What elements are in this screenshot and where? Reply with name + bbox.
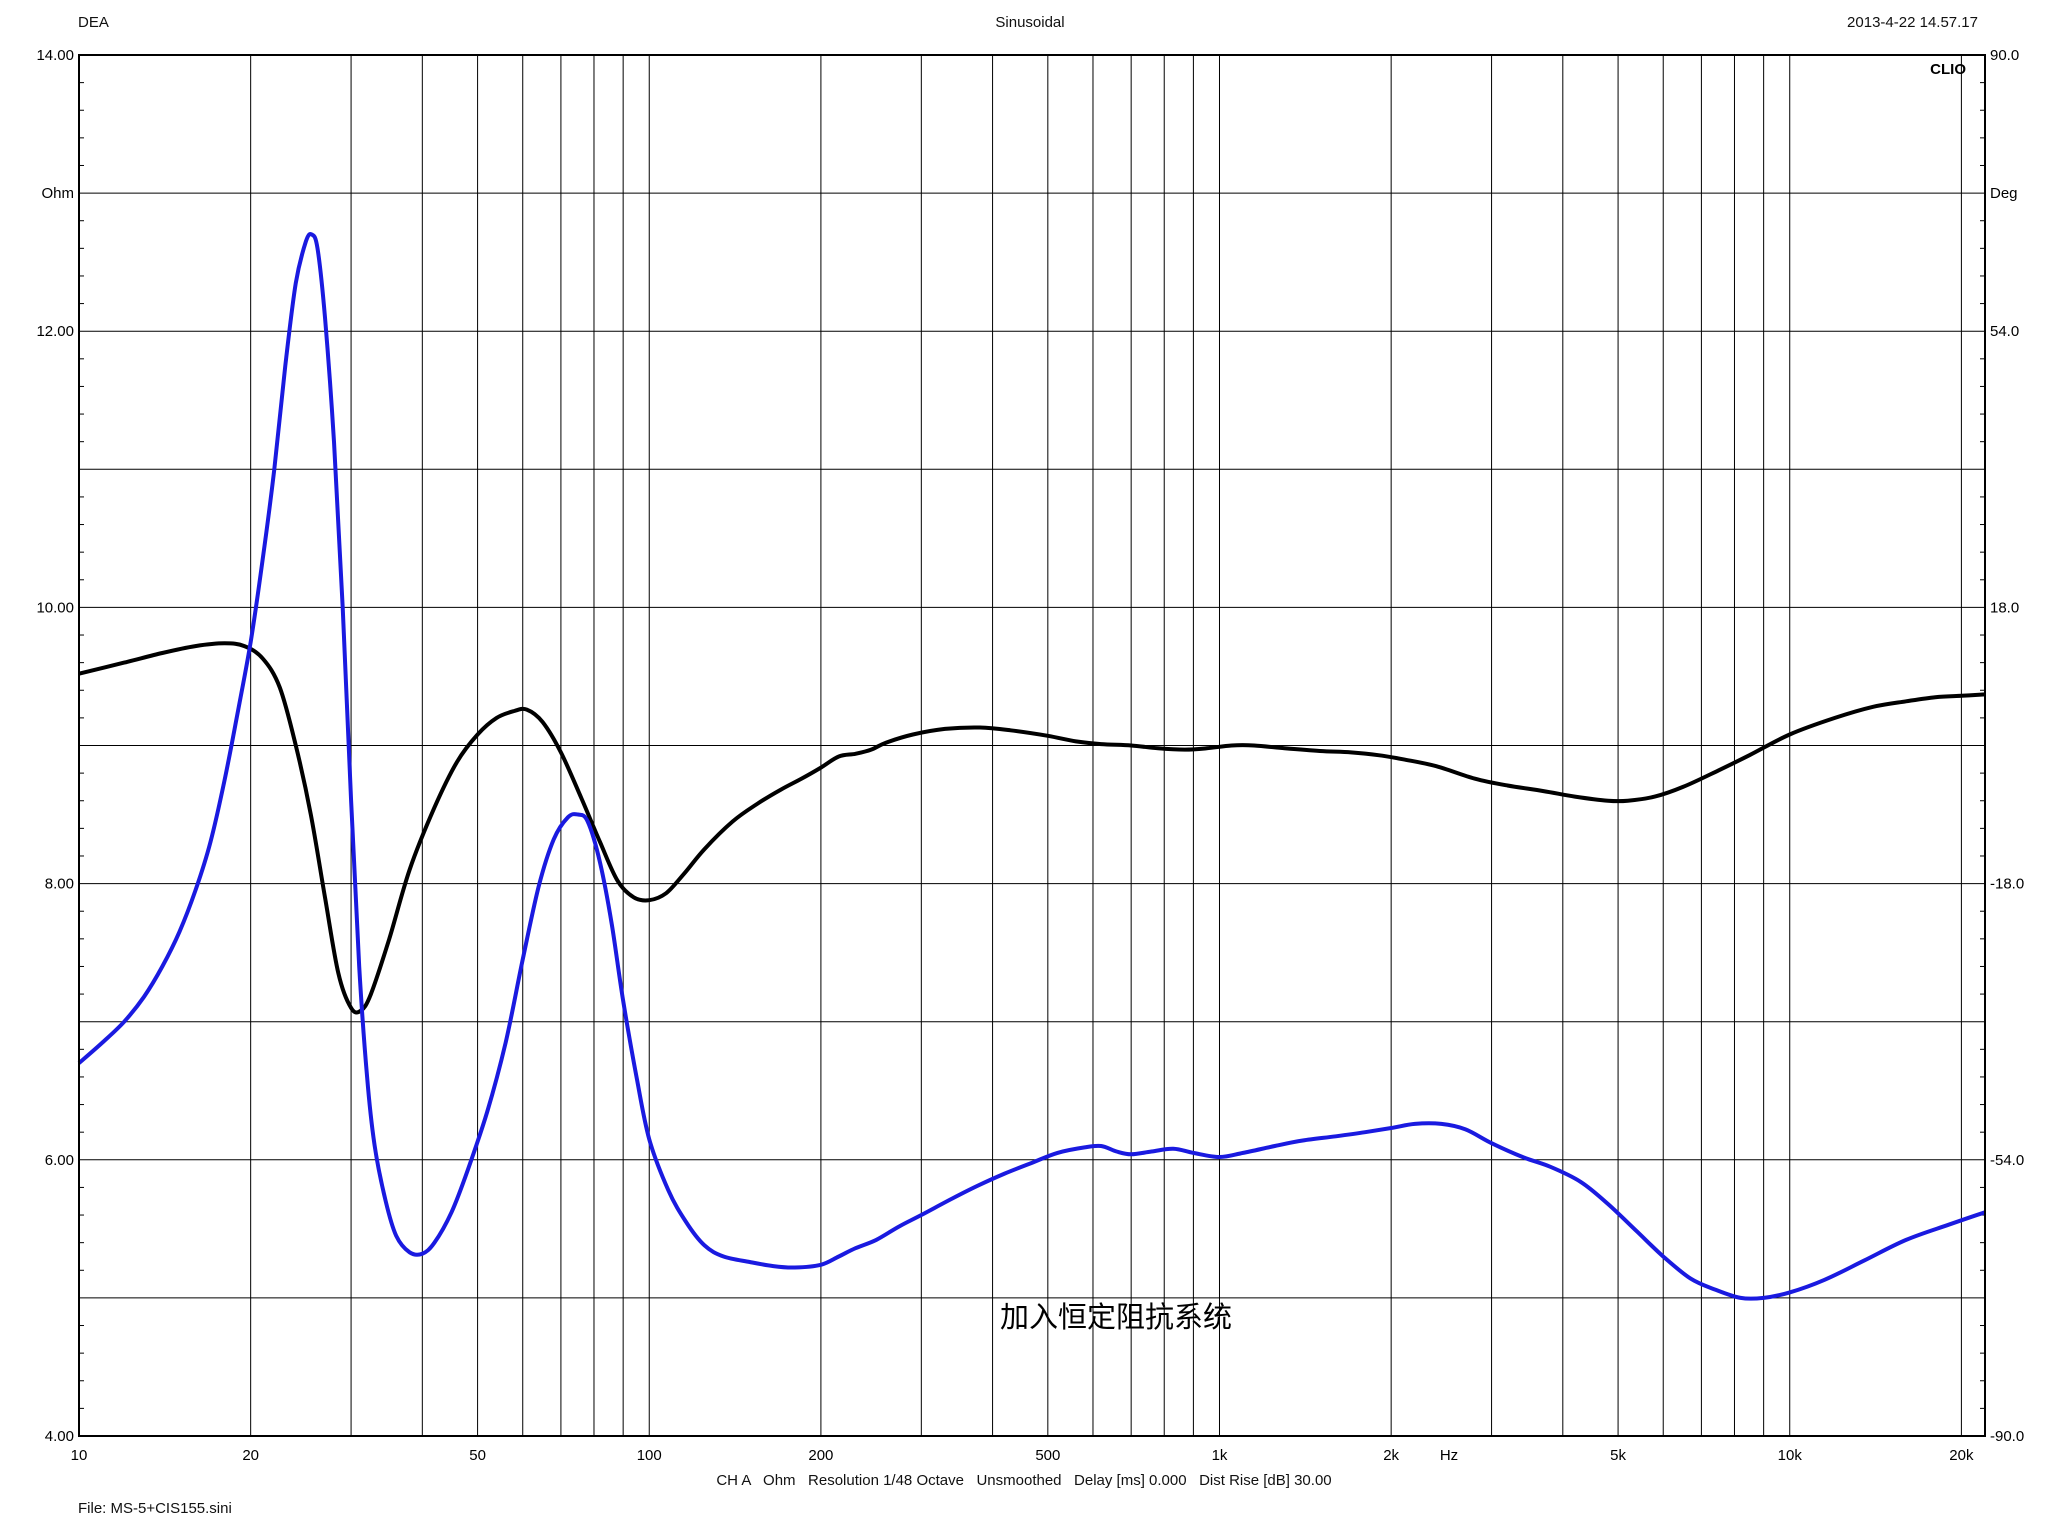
left-tick-label: 6.00 — [45, 1152, 74, 1169]
x-tick-label: 100 — [637, 1447, 662, 1464]
right-tick-label: 54.0 — [1990, 323, 2019, 340]
x-tick-label: 2k — [1383, 1447, 1399, 1464]
left-unit-label: Ohm — [41, 185, 74, 202]
x-tick-label: 50 — [469, 1447, 486, 1464]
right-tick-label: 18.0 — [1990, 599, 2019, 616]
x-tick-label: 10 — [71, 1447, 88, 1464]
left-tick-label: 10.00 — [36, 599, 74, 616]
series-line-black — [78, 641, 1986, 1015]
header-right: 2013-4-22 14.57.17 — [1847, 14, 1978, 31]
x-tick-label: 5k — [1610, 1447, 1626, 1464]
x-tick-label: 10k — [1778, 1447, 1803, 1464]
x-tick-label: 20k — [1949, 1447, 1974, 1464]
file-name: File: MS-5+CIS155.sini — [78, 1500, 232, 1517]
right-tick-label: -90.0 — [1990, 1428, 2024, 1445]
x-tick-label: 200 — [808, 1447, 833, 1464]
chart-annotation: 加入恒定阻抗系统 — [1000, 1301, 1232, 1334]
header-center: Sinusoidal — [995, 14, 1065, 31]
series-line-blue — [77, 232, 1986, 1301]
x-tick-label: 20 — [242, 1447, 259, 1464]
x-unit-label: Hz — [1440, 1447, 1458, 1464]
x-tick-label: 500 — [1035, 1447, 1060, 1464]
right-tick-label: -54.0 — [1990, 1152, 2024, 1169]
right-tick-label: 90.0 — [1990, 47, 2019, 64]
right-tick-label: -18.0 — [1990, 876, 2024, 893]
plot-frame — [78, 54, 1986, 1437]
left-tick-label: 4.00 — [45, 1428, 74, 1445]
left-tick-label: 14.00 — [36, 47, 74, 64]
left-tick-label: 8.00 — [45, 876, 74, 893]
right-unit-label: Deg — [1990, 185, 2018, 202]
clio-logo: CLIO — [1930, 61, 1966, 78]
chart-grid — [79, 55, 1985, 1436]
header-left: DEA — [78, 14, 109, 31]
chart-series — [77, 232, 1986, 1301]
tick-labels: 10 20 50 100 200 500 1k 2k 5k 10k 20k 14.00 12.00 10.… — [36, 47, 2024, 1464]
measurement-settings: CH A Ohm Resolution 1/48 Octave Unsmooth… — [716, 1472, 1332, 1489]
left-tick-label: 12.00 — [36, 323, 74, 340]
x-tick-label: 1k — [1212, 1447, 1228, 1464]
